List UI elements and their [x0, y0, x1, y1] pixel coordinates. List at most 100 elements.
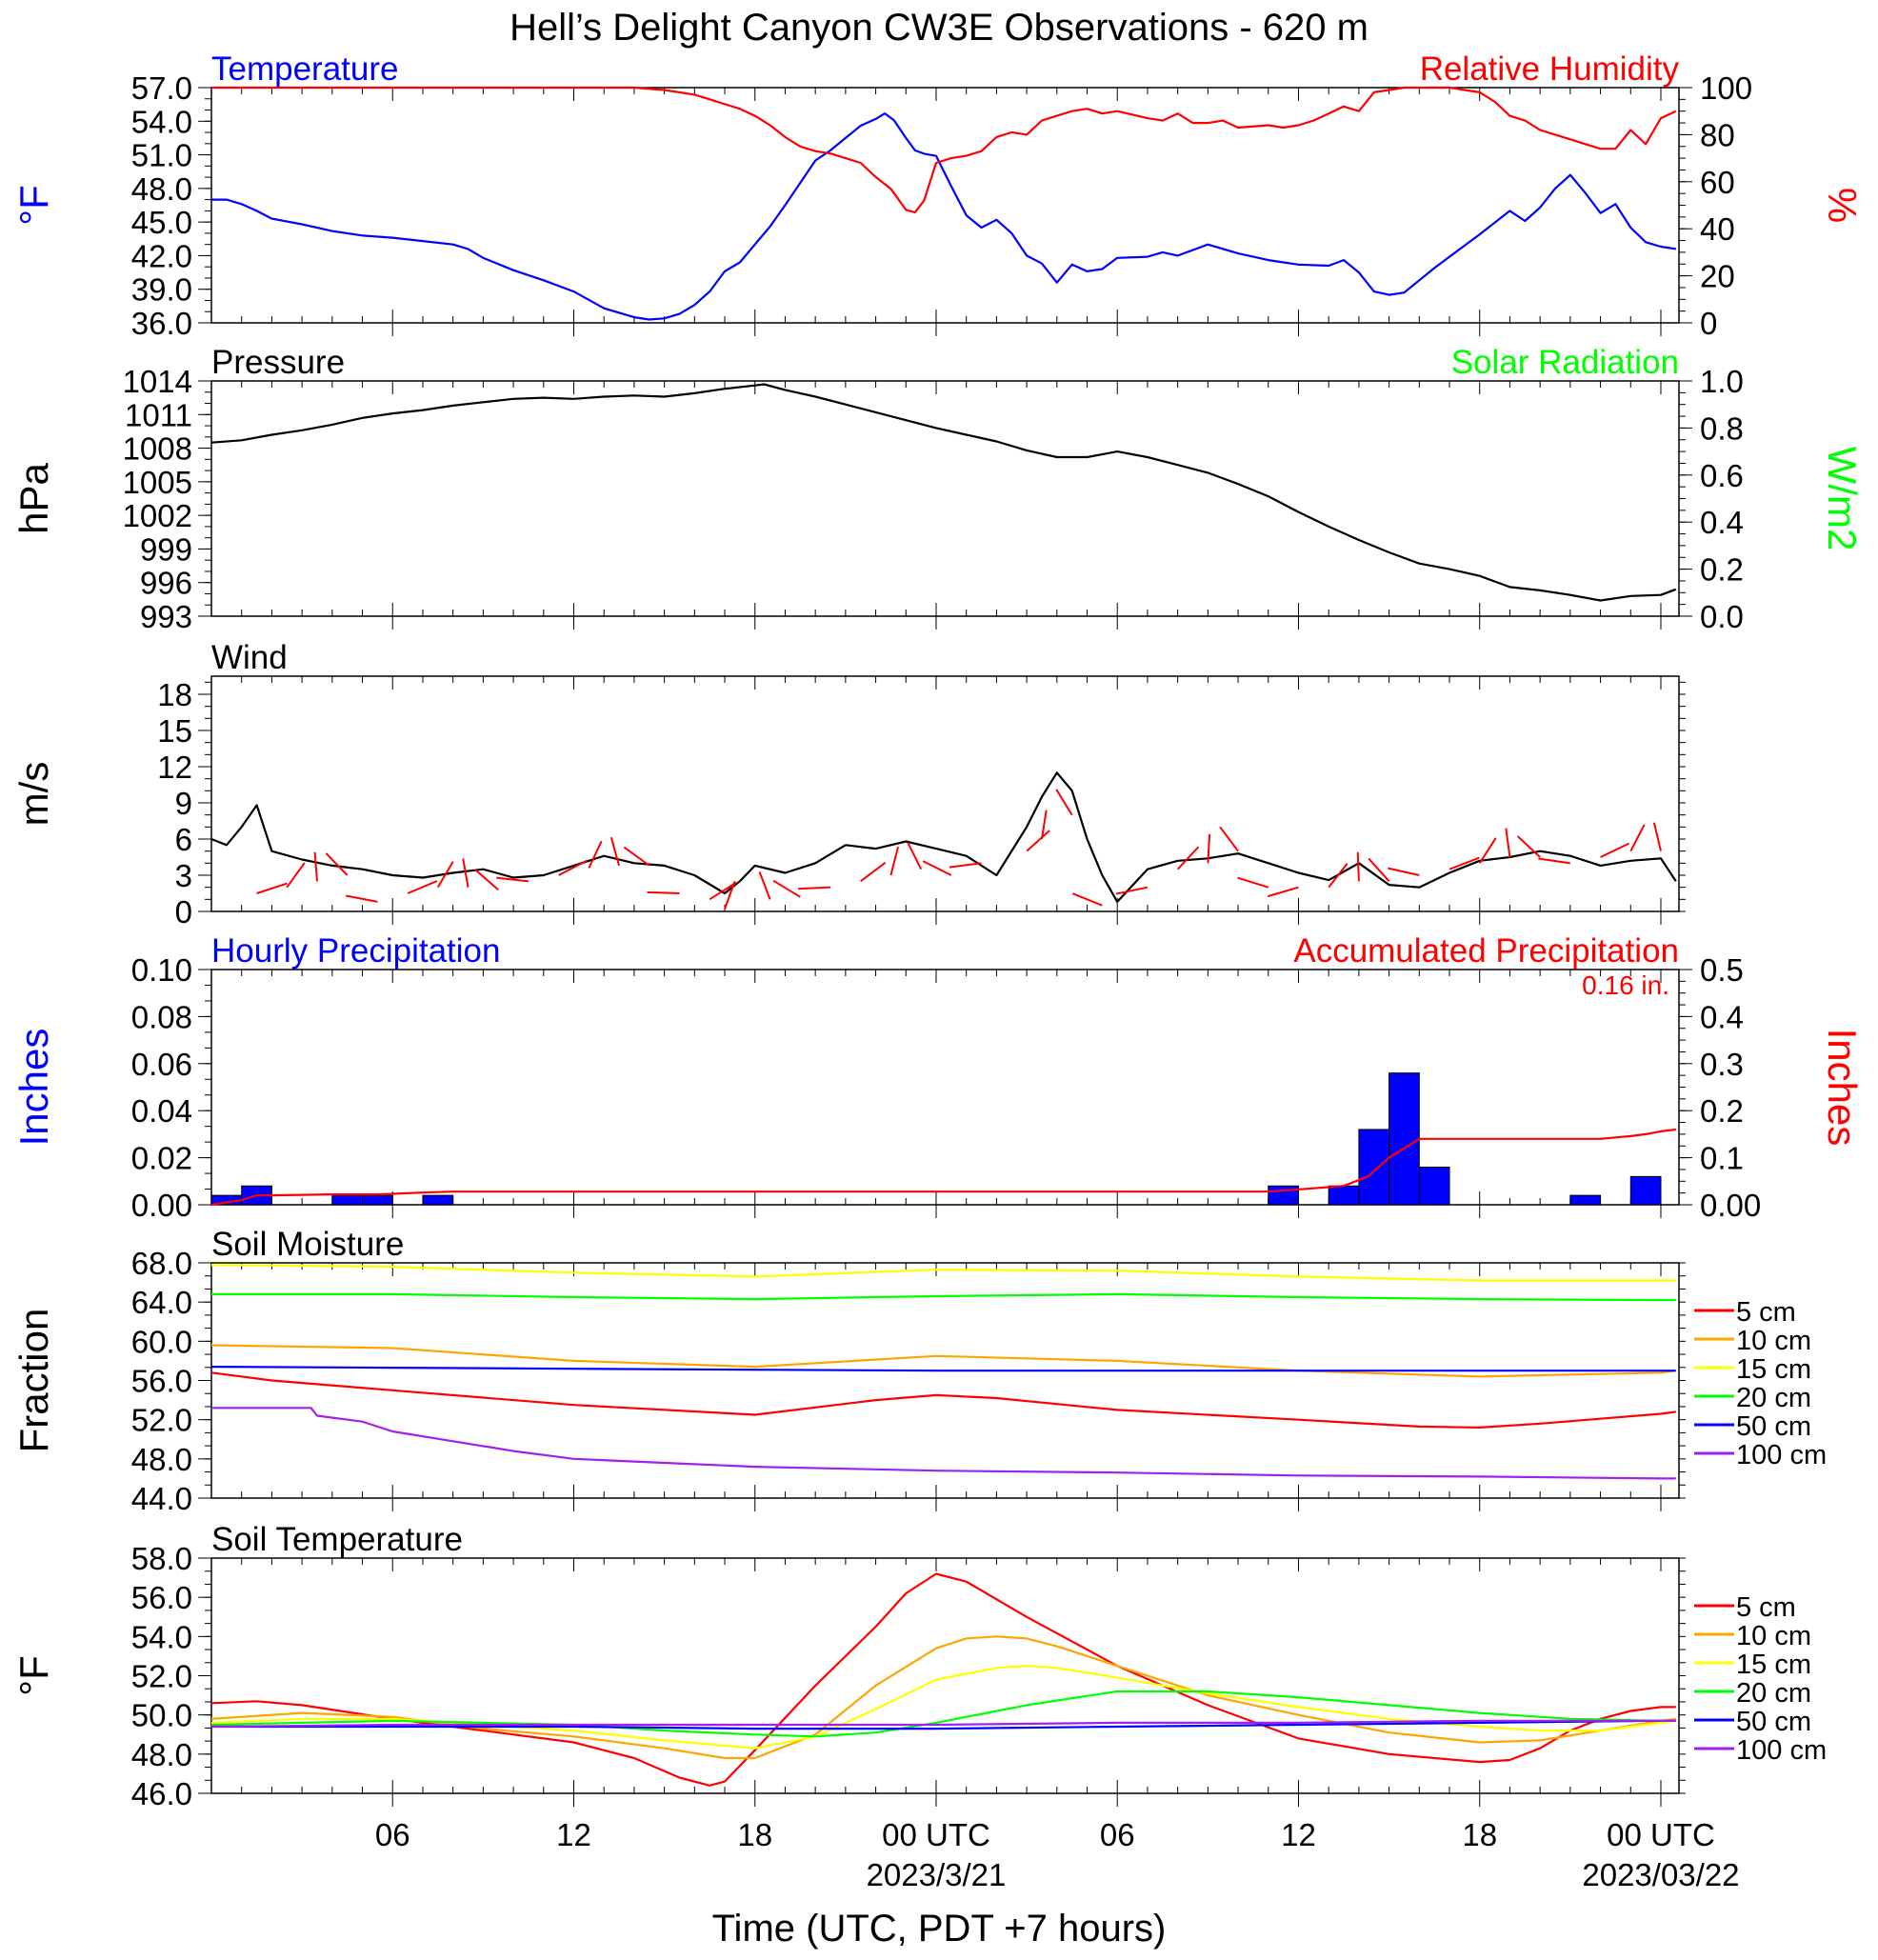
wind-barb — [1652, 822, 1662, 851]
y-right-tick-label: 0.8 — [1700, 410, 1744, 446]
wind-barb — [724, 881, 736, 910]
plot-frame — [210, 675, 1680, 912]
wind-barb — [1448, 856, 1480, 870]
y-tick-label: 0.04 — [131, 1093, 192, 1129]
wind-barb — [1388, 867, 1420, 876]
legend-label: 50 cm — [1736, 1411, 1811, 1442]
y-tick-label: 993 — [140, 599, 192, 634]
wind-barb — [1356, 851, 1360, 882]
wind-barb — [286, 862, 306, 889]
y-tick-label: 45.0 — [131, 205, 192, 240]
wind-barb — [1207, 833, 1211, 864]
y-tick-label: 1008 — [123, 431, 192, 467]
wind-barb — [647, 890, 680, 894]
legend-label: 10 cm — [1736, 1621, 1811, 1651]
precip-bar — [362, 1194, 393, 1206]
wind-barb — [558, 859, 588, 876]
wind-barb — [1328, 862, 1349, 889]
y-tick-label: 48.0 — [131, 1737, 192, 1772]
panel-title-left: Soil Moisture — [211, 1226, 404, 1263]
y-tick-label: 68.0 — [131, 1246, 192, 1281]
y-right-tick-label: 1.0 — [1700, 364, 1744, 399]
x-tick-label: 06 — [375, 1817, 410, 1852]
x-tick-label: 12 — [1281, 1817, 1316, 1852]
wind-barb — [1176, 846, 1200, 870]
y-tick-label: 39.0 — [131, 272, 192, 308]
panel-title-right: Relative Humidity — [1420, 50, 1680, 88]
y-right-tick-label: 0.2 — [1700, 552, 1744, 588]
wind-barb — [474, 869, 499, 890]
wind-barb — [407, 880, 438, 894]
y-tick-label: 50.0 — [131, 1698, 192, 1733]
x-tick-label: 18 — [737, 1817, 772, 1852]
panel-precipitation: 0.00 0.02 0.04 0.06 0.08 0.10 0.00 0.1 0.2 0.3 0.4… — [11, 932, 1865, 1223]
panel-title-left: Pressure — [211, 344, 345, 381]
y-axis-label: m/s — [11, 762, 56, 827]
y-tick-label: 60.0 — [131, 1324, 192, 1359]
wind-barb — [325, 852, 349, 876]
precip-bar — [1569, 1194, 1602, 1206]
y-right-tick-label: 0.1 — [1700, 1141, 1744, 1176]
y-tick-label: 52.0 — [131, 1659, 192, 1694]
x-axis-label: Time (UTC, PDT +7 hours) — [712, 1908, 1167, 1950]
y-right-tick-label: 60 — [1700, 165, 1735, 200]
wind-barb — [436, 861, 454, 889]
panel-title-left: Temperature — [211, 50, 398, 88]
wind-barb — [758, 871, 771, 900]
wind-barb — [1237, 876, 1269, 889]
panel-title-left: Wind — [211, 639, 288, 676]
wind-barb — [772, 879, 801, 898]
y-tick-label: 0 — [175, 894, 192, 930]
y-right-axis-label: W/m2 — [1820, 447, 1865, 551]
series-accumulated-precipitation — [210, 1128, 1676, 1207]
series-wind-speed — [210, 771, 1677, 904]
figure-title: Hell’s Delight Canyon CW3E Observations … — [509, 7, 1369, 49]
legend-label: 20 cm — [1736, 1678, 1811, 1709]
x-tick-label: 06 — [1100, 1817, 1135, 1852]
y-tick-label: 1005 — [123, 465, 192, 500]
y-right-tick-label: 40 — [1700, 211, 1735, 247]
legend-label: 5 cm — [1736, 1592, 1796, 1623]
y-tick-label: 56.0 — [131, 1580, 192, 1615]
legend-label: 15 cm — [1736, 1354, 1811, 1385]
legend-label: 100 cm — [1736, 1735, 1827, 1766]
y-right-tick-label: 0.4 — [1700, 505, 1744, 540]
precip-bar — [422, 1194, 454, 1206]
wind-barb — [1505, 828, 1511, 858]
y-tick-label: 52.0 — [131, 1403, 192, 1438]
series-pressure — [210, 383, 1677, 602]
y-axis-label: hPa — [11, 462, 56, 533]
y-tick-label: 15 — [157, 713, 192, 749]
y-tick-label: 57.0 — [131, 70, 192, 106]
y-axis-label: Fraction — [11, 1309, 56, 1453]
wind-barb — [1071, 892, 1103, 907]
y-right-tick-label: 0 — [1700, 306, 1717, 341]
wind-barb — [1478, 837, 1497, 864]
series-20-cm — [211, 1292, 1676, 1302]
series-10-cm — [210, 1635, 1676, 1760]
precip-bar — [1358, 1129, 1390, 1206]
series-temperature — [211, 111, 1676, 321]
panel-title-right: Solar Radiation — [1451, 344, 1679, 381]
series-50-cm — [210, 1365, 1676, 1372]
legend-label: 20 cm — [1736, 1383, 1811, 1413]
y-tick-label: 51.0 — [131, 138, 192, 173]
legend-label: 50 cm — [1736, 1707, 1811, 1737]
series-100-cm — [210, 1719, 1676, 1729]
y-tick-label: 3 — [175, 858, 192, 893]
series-5-cm — [210, 1572, 1676, 1787]
wind-barb — [1267, 886, 1299, 898]
wind-barb — [1516, 835, 1541, 858]
y-right-tick-label: 0.5 — [1700, 952, 1744, 988]
plot-frame — [210, 969, 1680, 1206]
legend-label: 15 cm — [1736, 1650, 1811, 1680]
y-tick-label: 12 — [157, 750, 192, 785]
y-tick-label: 56.0 — [131, 1364, 192, 1399]
wind-barb — [1115, 886, 1149, 895]
wind-barb — [709, 881, 737, 901]
precip-bar — [331, 1194, 364, 1206]
x-date-label: 2023/03/22 — [1582, 1857, 1739, 1892]
y-tick-label: 36.0 — [131, 306, 192, 341]
accumulated-total: 0.16 in. — [1582, 970, 1669, 1000]
